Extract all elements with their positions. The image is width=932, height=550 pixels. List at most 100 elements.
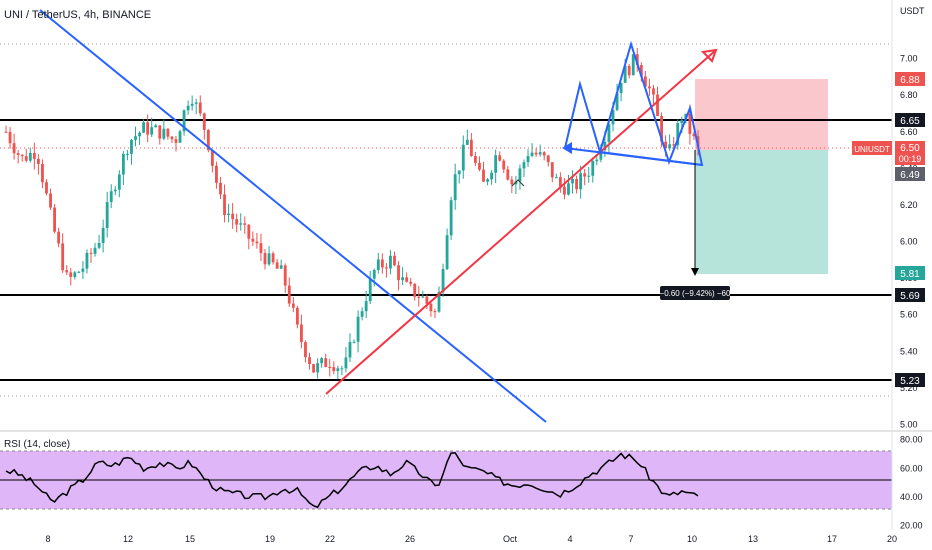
candle-body <box>482 169 485 182</box>
candle-body <box>93 247 97 254</box>
candle-body <box>639 65 643 77</box>
candle-body <box>502 160 506 170</box>
candle-body <box>372 269 376 279</box>
candle-body <box>12 143 16 154</box>
candle-body <box>583 173 587 177</box>
candle-body <box>85 252 89 269</box>
candle-body <box>631 54 635 76</box>
candle-body <box>490 172 494 180</box>
candle-body <box>571 178 574 184</box>
stop-badge <box>895 72 925 86</box>
candle-body <box>664 141 668 149</box>
price-tick-label: 7.00 <box>900 54 918 64</box>
candle-body <box>304 342 307 358</box>
candle-body <box>627 66 631 76</box>
candle-body <box>518 168 522 182</box>
candle-body <box>457 170 461 175</box>
candle-body <box>263 253 267 265</box>
candle-body <box>295 307 299 325</box>
rsi-tick-label: 20.00 <box>900 521 923 531</box>
countdown-text: 00:19 <box>899 154 922 164</box>
x-tick-label: 4 <box>567 534 572 544</box>
candle-body <box>425 296 429 304</box>
candle-body <box>413 283 417 297</box>
candle-body <box>121 153 125 175</box>
price-tick-label: 5.40 <box>900 346 918 356</box>
symbol-badge-text: UNIUSDT <box>854 145 890 154</box>
candle-body <box>563 186 566 195</box>
candle-body <box>174 139 178 143</box>
candle-body <box>397 265 400 281</box>
candle-body <box>206 129 210 151</box>
last-price-text: 6.50 <box>900 143 920 154</box>
candle-body <box>433 311 437 313</box>
candle-body <box>643 76 647 87</box>
candle-body <box>28 152 32 161</box>
candle-body <box>247 224 251 239</box>
candle-body <box>352 341 356 343</box>
candle-body <box>308 357 311 365</box>
pattern-arrow-head <box>562 142 572 154</box>
candle-body <box>117 174 121 190</box>
candle-body <box>672 144 676 146</box>
candle-body <box>312 364 315 373</box>
candle-body <box>595 159 599 162</box>
candle-body <box>615 93 619 111</box>
price-tick-label: 5.00 <box>900 420 918 430</box>
blue-downtrend-line[interactable] <box>39 9 547 423</box>
candle-body <box>49 193 52 208</box>
x-tick-label: 8 <box>45 534 50 544</box>
candle-body <box>441 269 445 292</box>
candle-body <box>575 178 578 190</box>
level-mid-badge <box>895 288 925 302</box>
rsi-ticks: 80.00 60.00 40.00 20.00 <box>900 435 923 531</box>
candle-body <box>32 152 36 159</box>
candle-body <box>154 125 158 128</box>
neckline[interactable] <box>564 147 703 166</box>
candle-body <box>384 267 388 269</box>
candle-body <box>514 181 518 185</box>
candle-body <box>166 128 170 137</box>
candle-body <box>538 152 542 155</box>
candle-body <box>510 179 514 185</box>
candle-body <box>24 156 28 161</box>
x-tick-label: 20 <box>887 534 897 544</box>
candle-body <box>449 200 453 236</box>
candle-body <box>534 152 538 155</box>
candle-body <box>202 113 206 130</box>
candle-body <box>364 301 368 312</box>
candle-body <box>546 155 550 163</box>
candle-body <box>210 150 214 166</box>
rsi-line[interactable] <box>5 452 699 509</box>
candle-body <box>53 207 56 232</box>
candle-body <box>162 128 166 139</box>
rsi-tick-label: 40.00 <box>900 492 923 502</box>
candle-body <box>69 272 73 278</box>
candle-body <box>239 223 243 225</box>
target-badge <box>895 266 925 280</box>
x-tick-label: Oct <box>503 534 518 544</box>
candle-body <box>77 271 81 273</box>
head-shoulders-pattern[interactable] <box>564 40 704 167</box>
red-arrow-head <box>700 48 718 63</box>
candle-body <box>300 324 303 343</box>
target-zone[interactable] <box>695 150 828 274</box>
stop-zone[interactable] <box>695 79 828 150</box>
candle-body <box>453 174 457 201</box>
price-tick-label: 5.60 <box>900 310 918 320</box>
candle-body <box>126 153 129 155</box>
candle-body <box>324 358 328 367</box>
candle-body <box>332 367 336 372</box>
candle-body <box>623 66 627 83</box>
x-tick-label: 7 <box>628 534 633 544</box>
candle-body <box>474 156 477 163</box>
candle-body <box>4 131 8 133</box>
candle-body <box>198 102 202 114</box>
x-ticks: 8 12 15 19 22 26 Oct 4 7 10 13 17 20 <box>45 534 897 544</box>
candle-body <box>134 136 137 140</box>
candle-body <box>16 153 20 155</box>
target-badge-text: 5.81 <box>900 269 920 280</box>
red-uptrend-line[interactable] <box>325 49 717 395</box>
level-high-badge <box>895 113 925 127</box>
